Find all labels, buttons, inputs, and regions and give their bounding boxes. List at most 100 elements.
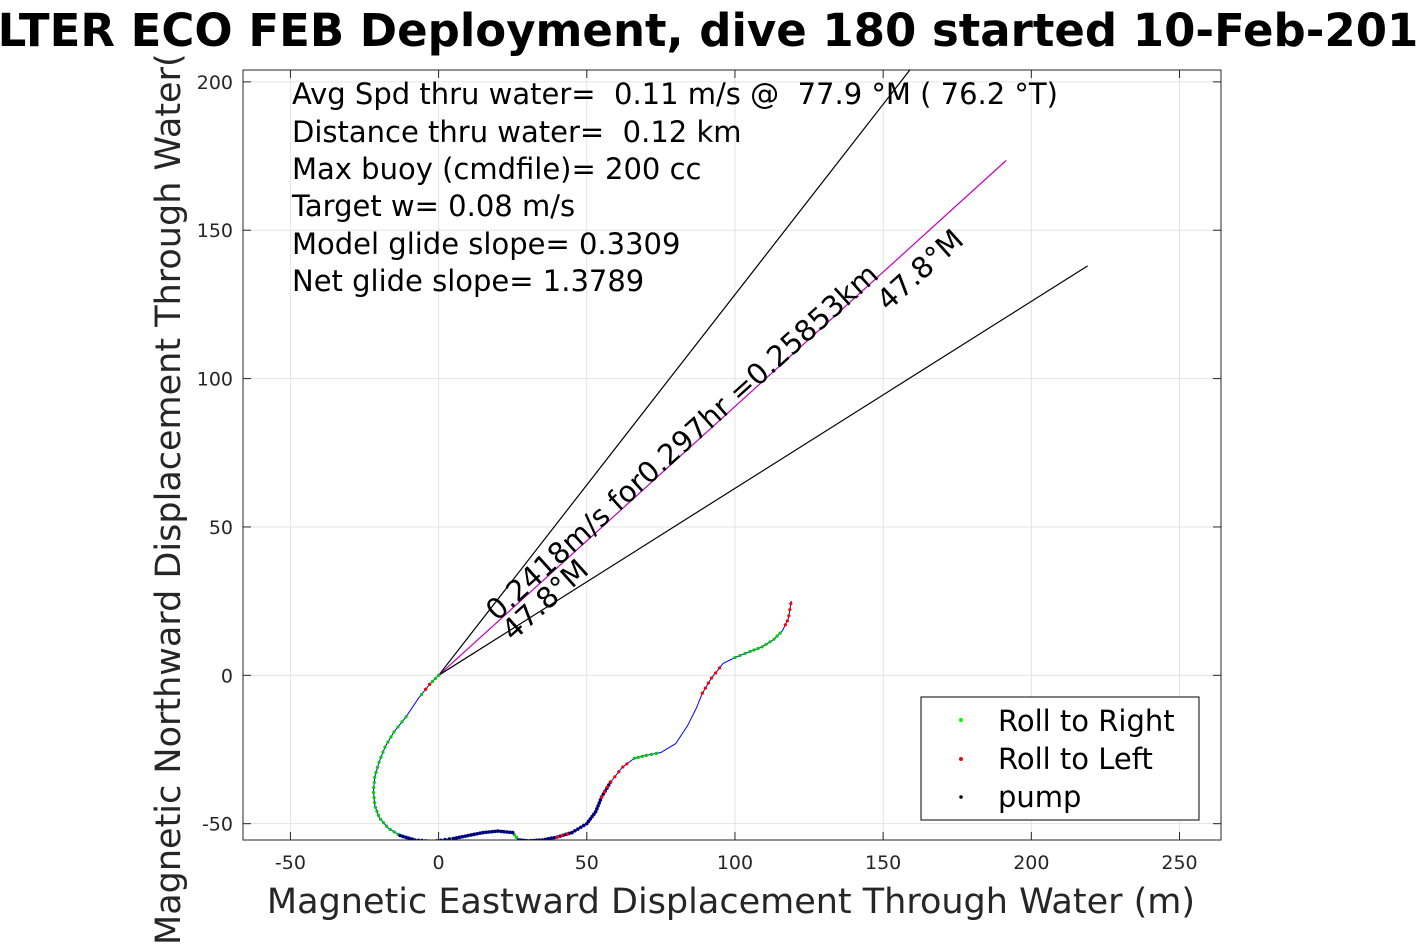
roll-left-marker <box>785 619 789 623</box>
roll-left-marker <box>625 762 629 766</box>
x-tick-label: 200 <box>1013 852 1049 874</box>
roll-right-marker <box>632 756 636 761</box>
roll-right-marker <box>377 760 381 764</box>
pump-marker <box>525 839 530 840</box>
pump-marker <box>431 839 434 840</box>
roll-left-marker <box>621 765 625 769</box>
pump-marker <box>543 837 548 840</box>
pump-marker <box>484 830 488 835</box>
legend-marker-roll-left <box>959 757 963 761</box>
roll-right-marker <box>738 653 742 658</box>
pump-marker <box>546 837 551 840</box>
direction-lines <box>438 70 1088 676</box>
roll-left-marker <box>703 686 707 690</box>
roll-left-marker <box>700 691 704 695</box>
direction-line-course <box>438 160 1007 676</box>
chart-title: LTER ECO FEB Deployment, dive 180 starte… <box>0 4 1417 57</box>
annotation-max-buoy: Max buoy (cmdfile)= 200 cc <box>292 152 701 186</box>
roll-right-marker <box>649 752 653 756</box>
roll-right-marker <box>392 730 396 734</box>
roll-left-marker <box>428 682 432 686</box>
roll-left-marker <box>717 666 722 670</box>
pump-marker <box>404 835 408 840</box>
legend-marker-roll-right <box>959 718 963 722</box>
pump-marker <box>423 839 428 840</box>
pump-marker <box>552 835 556 840</box>
annotation-distance: Distance thru water= 0.12 km <box>292 115 742 149</box>
pump-marker <box>490 829 494 834</box>
pump-marker <box>481 830 485 835</box>
roll-left-marker <box>783 623 787 627</box>
pump-marker <box>579 825 583 830</box>
y-tick-label: 50 <box>209 517 233 539</box>
legend-label-roll-left: Roll to Left <box>998 742 1153 776</box>
pump-marker <box>598 798 603 802</box>
roll-right-marker <box>760 645 764 649</box>
roll-right-marker <box>376 813 381 817</box>
roll-right-marker <box>383 745 387 749</box>
pump-marker <box>416 838 421 840</box>
roll-right-marker <box>374 770 378 774</box>
roll-right-marker <box>386 740 390 744</box>
pump-marker <box>439 838 443 840</box>
pump-marker <box>457 835 462 840</box>
pump-marker <box>466 833 471 838</box>
roll-left-marker <box>555 835 559 839</box>
pump-marker <box>507 830 512 835</box>
roll-right-marker <box>373 805 378 809</box>
pump-marker <box>427 839 431 840</box>
pump-marker <box>502 829 506 834</box>
pump-marker <box>528 838 533 840</box>
y-axis-label: Magnetic Northward Displacement Through … <box>149 53 189 945</box>
roll-right-marker <box>372 795 376 800</box>
roll-right-marker <box>375 809 379 813</box>
legend: Roll to Right Roll to Left pump <box>920 696 1200 821</box>
y-tick-label: 0 <box>221 665 233 687</box>
pump-marker <box>540 838 545 840</box>
pump-marker <box>493 829 497 834</box>
pump-marker <box>531 838 536 840</box>
pump-marker <box>447 837 452 840</box>
pump-marker <box>398 833 402 838</box>
roll-left-marker <box>603 790 607 794</box>
pump-marker <box>576 827 580 831</box>
roll-right-marker <box>748 649 752 654</box>
roll-right-marker <box>400 720 404 724</box>
pump-marker <box>596 804 600 808</box>
pump-marker <box>595 807 599 811</box>
pump-marker <box>549 836 554 840</box>
roll-right-marker <box>388 827 392 831</box>
annotation-avg-speed: Avg Spd thru water= 0.11 m/s @ 77.9 °M (… <box>292 77 1058 111</box>
roll-left-marker <box>424 687 428 691</box>
annotation-target-w: Target w= 0.08 m/s <box>291 189 575 223</box>
legend-label-roll-right: Roll to Right <box>998 704 1175 738</box>
pump-marker <box>407 836 411 840</box>
roll-right-marker <box>392 830 396 834</box>
roll-right-marker <box>775 634 779 638</box>
roll-right-marker <box>778 631 782 635</box>
roll-left-marker <box>617 770 621 774</box>
pump-marker <box>582 823 586 828</box>
pump-marker <box>420 838 424 840</box>
legend-box <box>920 696 1200 821</box>
roll-right-marker <box>756 646 760 651</box>
pump-marker <box>487 830 491 834</box>
roll-right-marker <box>404 715 408 719</box>
roll-right-marker <box>636 755 640 759</box>
roll-left-marker <box>709 676 714 680</box>
roll-left-marker <box>789 602 793 606</box>
pump-marker <box>597 801 602 805</box>
roll-left-marker <box>788 608 792 612</box>
roll-right-marker <box>396 725 400 729</box>
pump-marker <box>443 837 447 840</box>
pump-marker <box>413 838 417 840</box>
tick-labels: -50 0 50 100 150 200 250 -50 0 50 100 150 200 <box>197 70 1221 874</box>
axes <box>242 69 1222 841</box>
roll-right-marker <box>381 821 386 825</box>
roll-right-marker <box>375 765 380 769</box>
y-tick-label: 150 <box>197 220 233 242</box>
pump-marker <box>570 830 574 835</box>
track-markers <box>371 602 793 840</box>
roll-right-marker <box>733 655 737 660</box>
